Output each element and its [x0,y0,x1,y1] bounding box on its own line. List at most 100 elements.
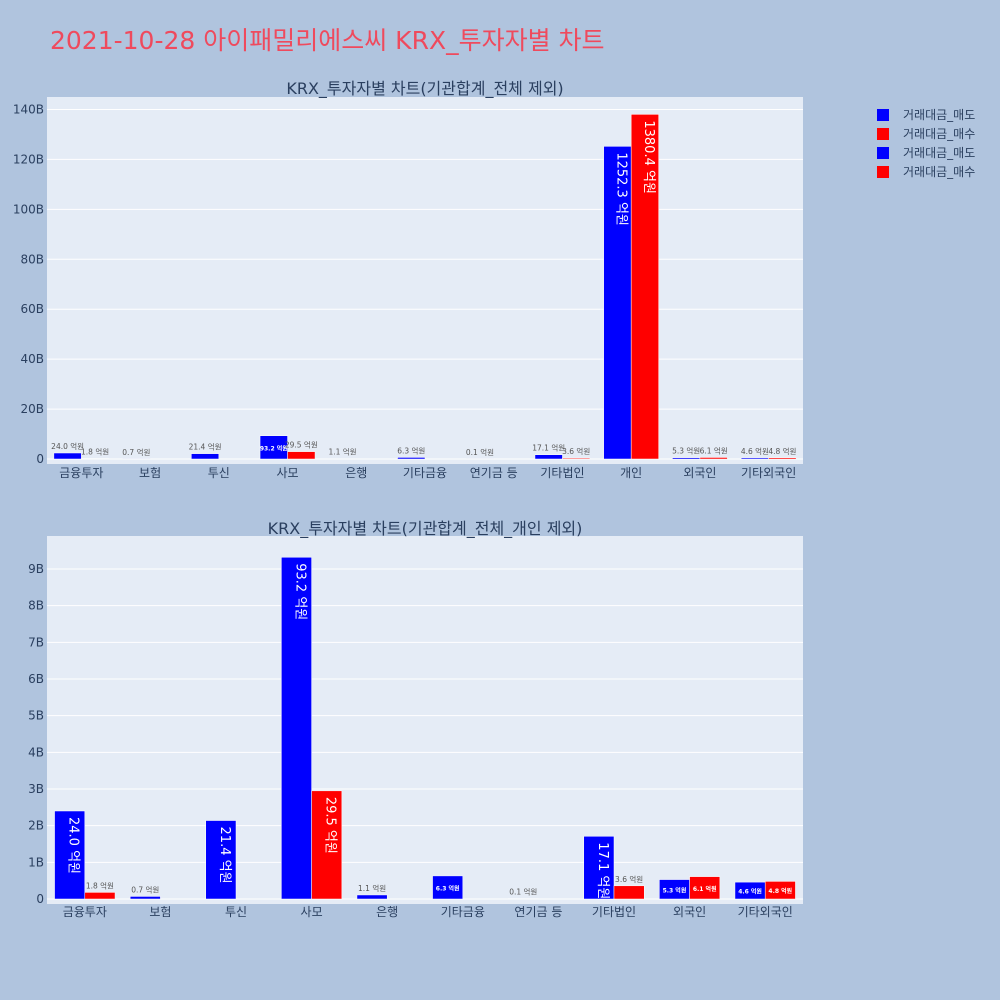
x-tick-label: 은행 [376,904,398,919]
bar-sell [356,894,388,900]
data-label: 6.1 억원 [700,446,728,455]
bar-buy [84,892,116,900]
x-tick-label: 사모 [301,905,323,919]
data-label: 17.1 억원 [532,444,565,453]
data-label: 1380.4 억원 [641,120,656,194]
y-tick-label: 7B [28,635,44,649]
y-tick-label: 8B [28,599,44,613]
data-label: 4.8 억원 [768,887,792,895]
y-tick-label: 4B [28,745,44,759]
data-label: 29.5 억원 [323,797,338,854]
x-tick-label: 연기금 등 [470,466,518,480]
x-tick-label: 기타금융 [403,466,447,480]
data-label: 29.5 억원 [285,441,318,450]
data-label: 4.8 억원 [768,447,796,456]
legend-label: 거래대금_매도 [903,146,975,160]
data-label: 3.6 억원 [615,875,643,884]
bar-sell [54,810,86,900]
bar-sell [740,457,769,460]
legend-swatch [877,109,889,121]
y-tick-label: 120B [13,152,44,166]
y-tick-label: 0 [36,892,44,906]
data-label: 4.6 억원 [738,888,762,896]
y-tick-label: 9B [28,562,44,576]
chart-bottom: KRX_투자자별 차트(기관합계_전체_개인 제외) 0 1B 2B 3B 4B 5B 6B 7… [28,519,803,919]
y-tick-label: 2B [28,819,44,833]
bar-sell [205,820,237,900]
x-tick-label: 금융투자 [59,466,103,480]
bar-sell [534,454,563,460]
bar-buy [764,881,796,900]
data-label: 1.1 억원 [358,884,386,893]
bar-buy [613,885,645,900]
bar-sell [259,435,288,460]
legend-label: 거래대금_매수 [903,165,975,179]
x-tick-label: 연기금 등 [514,905,562,919]
data-label: 6.3 억원 [436,884,460,892]
bar-buy [689,876,721,900]
bar-sell [672,457,701,460]
x-tick-label: 개인 [620,466,642,480]
y-tick-label: 100B [13,202,44,216]
data-label: 0.7 억원 [131,885,159,894]
x-tick-label: 기타외국인 [738,905,793,919]
y-tick-label: 1B [28,855,44,869]
data-label: 3.6 억원 [562,447,590,456]
data-label: 0.7 억원 [122,448,150,457]
data-label: 1252.3 억원 [613,152,628,226]
data-label: 21.4 억원 [217,827,232,884]
x-tick-label: 금융투자 [63,905,107,919]
x-tick-label: 기타외국인 [741,466,796,480]
bar-buy [287,451,316,460]
x-tick-label: 사모 [276,466,298,480]
data-label: 6.3 억원 [397,446,425,455]
y-tick-label: 80B [20,252,44,266]
page-title: 2021-10-28 아이패밀리에스씨 KRX_투자자별 차트 [50,26,605,55]
x-tick-label: 기타법인 [592,905,636,919]
y-tick-label: 6B [28,672,44,686]
y-tick-label: 20B [20,402,44,416]
legend-label: 거래대금_매수 [903,127,975,141]
bar-sell [432,875,464,900]
data-label: 93.2 억원 [260,444,288,452]
data-label: 6.1 억원 [693,885,717,893]
x-tick-label: 투신 [225,905,247,919]
data-label: 5.3 억원 [672,447,700,456]
legend-swatch [877,166,889,178]
bar-sell [129,896,161,900]
data-label: 0.1 억원 [466,448,494,457]
bar-sell [191,453,220,460]
data-label: 24.0 억원 [51,442,84,451]
y-tick-label: 5B [28,709,44,723]
y-tick-label: 140B [13,102,44,116]
data-label: 0.1 억원 [509,888,537,897]
legend-swatch [877,128,889,140]
y-tick-label: 40B [20,352,44,366]
bar-buy [311,790,343,900]
data-label: 4.6 억원 [741,447,769,456]
x-tick-label: 기타법인 [540,466,584,480]
x-tick-label: 보험 [149,905,171,919]
data-label: 1.8 억원 [81,448,109,457]
x-tick-label: 은행 [345,465,367,480]
bar-sell [397,457,426,460]
data-label: 21.4 억원 [189,443,222,452]
bar-sell [281,557,312,900]
bar-sell [583,836,615,900]
y-tick-label: 0 [36,452,44,466]
legend-label: 거래대금_매도 [903,108,975,122]
x-tick-label: 투신 [208,466,230,480]
legend-swatch [877,147,889,159]
data-label: 1.1 억원 [328,448,356,457]
x-tick-label: 외국인 [673,905,706,919]
chart-top: KRX_투자자별 차트(기관합계_전체 제외) 0 20B 40B 60B 80B 100B… [13,79,803,480]
x-tick-label: 보험 [139,466,161,480]
bar-buy [768,457,797,460]
y-tick-label: 60B [20,302,44,316]
x-tick-label: 기타금융 [441,905,485,919]
bar-buy [699,457,728,460]
data-label: 5.3 억원 [663,886,687,894]
plot-area [47,536,803,904]
